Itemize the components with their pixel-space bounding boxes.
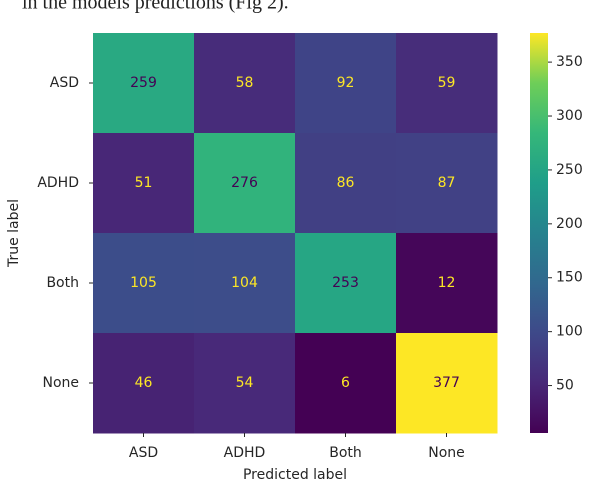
- y-tick-label: None: [42, 375, 79, 391]
- heatmap-cell: [295, 33, 397, 134]
- cell-label: 54: [236, 375, 254, 391]
- cell-label: 87: [438, 175, 456, 191]
- colorbar-tick-label: 200: [556, 216, 583, 232]
- colorbar-tick-label: 350: [556, 54, 583, 70]
- heatmap-cell: [194, 33, 296, 134]
- cell-label: 276: [231, 175, 258, 191]
- heatmap-cell: [396, 33, 498, 134]
- caption: in the models predictions (Fig 2).: [22, 0, 289, 14]
- heatmap-cell: [295, 333, 397, 434]
- x-tick-label: Both: [329, 445, 362, 461]
- heatmap-cell: [194, 333, 296, 434]
- cell-label: 6: [341, 375, 350, 391]
- heatmap-cell: [93, 33, 195, 134]
- cell-label: 51: [135, 175, 153, 191]
- y-tick-label: ASD: [50, 75, 79, 91]
- colorbar-tick-label: 100: [556, 324, 583, 340]
- x-tick-label: None: [428, 445, 465, 461]
- heatmap-cell: [295, 233, 397, 334]
- cell-label: 92: [337, 75, 355, 91]
- x-tick-label: ASD: [129, 445, 158, 461]
- colorbar-tick-label: 50: [556, 378, 574, 394]
- x-tick-label: ADHD: [224, 445, 266, 461]
- cell-label: 12: [438, 275, 456, 291]
- heatmap-cell: [295, 133, 397, 234]
- heatmap-cell: [93, 233, 195, 334]
- cell-label: 259: [130, 75, 157, 91]
- colorbar-tick-label: 250: [556, 162, 583, 178]
- cell-label: 58: [236, 75, 254, 91]
- colorbar-tick-label: 300: [556, 108, 583, 124]
- heatmap-cell: [93, 133, 195, 234]
- cell-label: 104: [231, 275, 258, 291]
- heatmap-cell: [396, 233, 498, 334]
- cell-label: 377: [433, 375, 460, 391]
- cell-label: 59: [438, 75, 456, 91]
- heatmap-cell: [396, 133, 498, 234]
- cell-label: 46: [135, 375, 153, 391]
- cell-label: 105: [130, 275, 157, 291]
- colorbar-tick-label: 150: [556, 270, 583, 286]
- heatmap-cell: [194, 133, 296, 234]
- x-axis-label: Predicted label: [243, 467, 347, 483]
- colorbar: [530, 33, 548, 433]
- y-tick-label: ADHD: [37, 175, 79, 191]
- cell-label: 86: [337, 175, 355, 191]
- cell-label: 253: [332, 275, 359, 291]
- y-axis-label: True label: [6, 199, 22, 268]
- heatmap-cell: [194, 233, 296, 334]
- heatmap-cell: [396, 333, 498, 434]
- y-tick-label: Both: [46, 275, 79, 291]
- heatmap-cell: [93, 333, 195, 434]
